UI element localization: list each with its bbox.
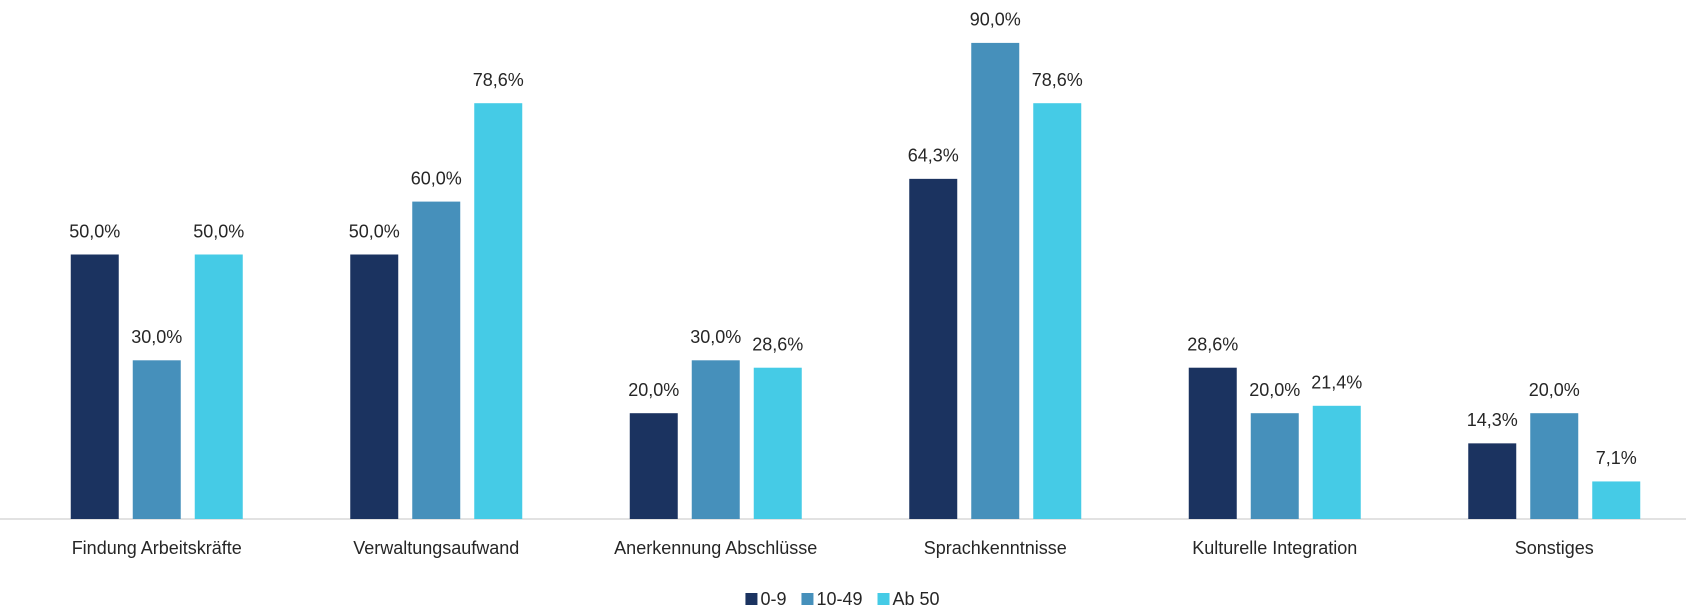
- bar: [1468, 443, 1517, 519]
- data-label: 21,4%: [1311, 373, 1362, 393]
- x-tick-label: Anerkennung Abschlüsse: [614, 538, 817, 558]
- data-label: 30,0%: [131, 327, 182, 347]
- bar: [1250, 413, 1299, 519]
- bar: [971, 42, 1020, 520]
- data-label: 78,6%: [473, 70, 524, 90]
- legend-label: 0-9: [760, 589, 786, 609]
- data-label: 30,0%: [690, 327, 741, 347]
- data-label: 50,0%: [69, 221, 120, 241]
- data-label: 60,0%: [411, 168, 462, 188]
- bar: [194, 254, 243, 519]
- data-label: 28,6%: [1187, 334, 1238, 354]
- data-label: 64,3%: [908, 146, 959, 166]
- data-label: 20,0%: [1249, 380, 1300, 400]
- bar: [1188, 367, 1237, 519]
- data-label: 20,0%: [628, 380, 679, 400]
- data-label: 50,0%: [193, 221, 244, 241]
- bar: [1033, 103, 1082, 520]
- data-label: 50,0%: [349, 221, 400, 241]
- bar: [753, 367, 802, 519]
- legend-label: 10-49: [816, 589, 862, 609]
- legend-swatch: [801, 593, 814, 605]
- bar: [350, 254, 399, 519]
- data-label: 7,1%: [1596, 448, 1637, 468]
- x-tick-label: Verwaltungsaufwand: [353, 538, 519, 558]
- data-label: 28,6%: [752, 334, 803, 354]
- bar: [691, 360, 740, 519]
- x-tick-label: Sonstiges: [1515, 538, 1594, 558]
- bar: [474, 103, 523, 520]
- legend-label: Ab 50: [893, 589, 940, 609]
- legend-swatch: [877, 593, 890, 605]
- x-tick-label: Findung Arbeitskräfte: [72, 538, 242, 558]
- data-label: 20,0%: [1529, 380, 1580, 400]
- legend-swatch: [745, 593, 758, 605]
- bar: [132, 360, 181, 519]
- bar: [70, 254, 119, 519]
- x-tick-label: Kulturelle Integration: [1192, 538, 1357, 558]
- x-tick-label: Sprachkenntnisse: [924, 538, 1067, 558]
- bar: [1592, 481, 1641, 519]
- data-label: 90,0%: [970, 10, 1021, 30]
- bar: [412, 201, 461, 519]
- bar: [909, 178, 958, 519]
- data-label: 78,6%: [1032, 70, 1083, 90]
- data-label: 14,3%: [1467, 410, 1518, 430]
- bar: [1530, 413, 1579, 519]
- bar: [1312, 405, 1361, 519]
- bar: [629, 413, 678, 519]
